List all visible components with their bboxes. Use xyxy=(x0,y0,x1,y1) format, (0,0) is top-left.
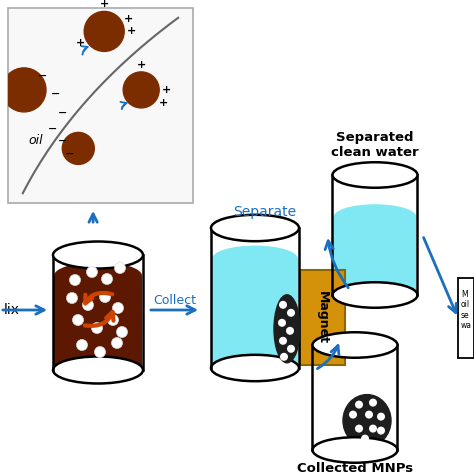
Ellipse shape xyxy=(53,356,143,383)
Circle shape xyxy=(112,302,124,313)
Circle shape xyxy=(84,11,124,51)
Circle shape xyxy=(70,274,81,285)
Text: +: + xyxy=(162,85,171,95)
Circle shape xyxy=(355,401,363,409)
Circle shape xyxy=(365,410,373,419)
Circle shape xyxy=(108,315,118,326)
Circle shape xyxy=(361,435,369,443)
Circle shape xyxy=(2,68,46,112)
Circle shape xyxy=(287,309,295,317)
FancyBboxPatch shape xyxy=(458,278,474,358)
Circle shape xyxy=(115,263,126,273)
Text: −: − xyxy=(48,124,58,134)
Circle shape xyxy=(73,315,83,326)
Circle shape xyxy=(82,300,93,310)
Polygon shape xyxy=(334,217,417,295)
Text: −: − xyxy=(58,136,68,146)
Text: +: + xyxy=(100,0,109,9)
Text: −: − xyxy=(58,108,68,118)
Circle shape xyxy=(369,399,377,407)
Text: Magnet: Magnet xyxy=(316,291,329,344)
Text: lix: lix xyxy=(4,303,20,317)
Text: +: + xyxy=(127,27,136,36)
Polygon shape xyxy=(312,345,398,450)
Text: Collected MNPs: Collected MNPs xyxy=(297,462,413,474)
Polygon shape xyxy=(212,259,298,368)
Circle shape xyxy=(62,132,94,164)
Circle shape xyxy=(279,301,287,309)
Ellipse shape xyxy=(343,394,391,447)
Text: oil: oil xyxy=(29,134,43,147)
Polygon shape xyxy=(54,276,142,370)
Ellipse shape xyxy=(212,246,298,272)
Circle shape xyxy=(76,339,88,350)
Text: +: + xyxy=(137,60,146,70)
Circle shape xyxy=(94,346,106,357)
Text: −: − xyxy=(38,71,48,81)
Circle shape xyxy=(100,292,110,302)
Circle shape xyxy=(123,72,159,108)
Text: −: − xyxy=(65,149,75,159)
Circle shape xyxy=(279,337,287,345)
Polygon shape xyxy=(332,175,418,295)
Ellipse shape xyxy=(53,241,143,268)
FancyBboxPatch shape xyxy=(8,8,193,203)
Text: +: + xyxy=(159,98,168,108)
Circle shape xyxy=(91,322,102,334)
Text: −: − xyxy=(51,89,61,99)
Circle shape xyxy=(101,273,112,284)
Circle shape xyxy=(349,410,357,419)
Circle shape xyxy=(111,337,122,348)
Text: +: + xyxy=(124,14,133,24)
Ellipse shape xyxy=(274,295,300,363)
FancyBboxPatch shape xyxy=(300,270,345,365)
Circle shape xyxy=(117,327,128,337)
Ellipse shape xyxy=(312,437,398,463)
Ellipse shape xyxy=(312,332,398,358)
Text: +: + xyxy=(75,38,85,48)
Circle shape xyxy=(355,425,363,433)
Text: Separate: Separate xyxy=(233,205,297,219)
Circle shape xyxy=(377,427,385,435)
Circle shape xyxy=(286,327,294,335)
Polygon shape xyxy=(211,228,299,368)
Circle shape xyxy=(86,266,98,277)
Text: Separated
clean water: Separated clean water xyxy=(331,130,419,159)
Ellipse shape xyxy=(332,282,418,308)
Text: M
oil
se
wa: M oil se wa xyxy=(461,290,472,330)
Circle shape xyxy=(278,319,286,327)
Polygon shape xyxy=(53,255,143,370)
Circle shape xyxy=(66,292,78,303)
Ellipse shape xyxy=(334,204,417,230)
Text: Collect: Collect xyxy=(154,293,197,307)
Circle shape xyxy=(369,425,377,433)
Circle shape xyxy=(280,353,288,361)
Circle shape xyxy=(287,345,295,353)
Ellipse shape xyxy=(211,355,299,381)
Ellipse shape xyxy=(54,262,142,289)
Ellipse shape xyxy=(211,215,299,241)
Circle shape xyxy=(377,412,385,420)
Ellipse shape xyxy=(332,162,418,188)
